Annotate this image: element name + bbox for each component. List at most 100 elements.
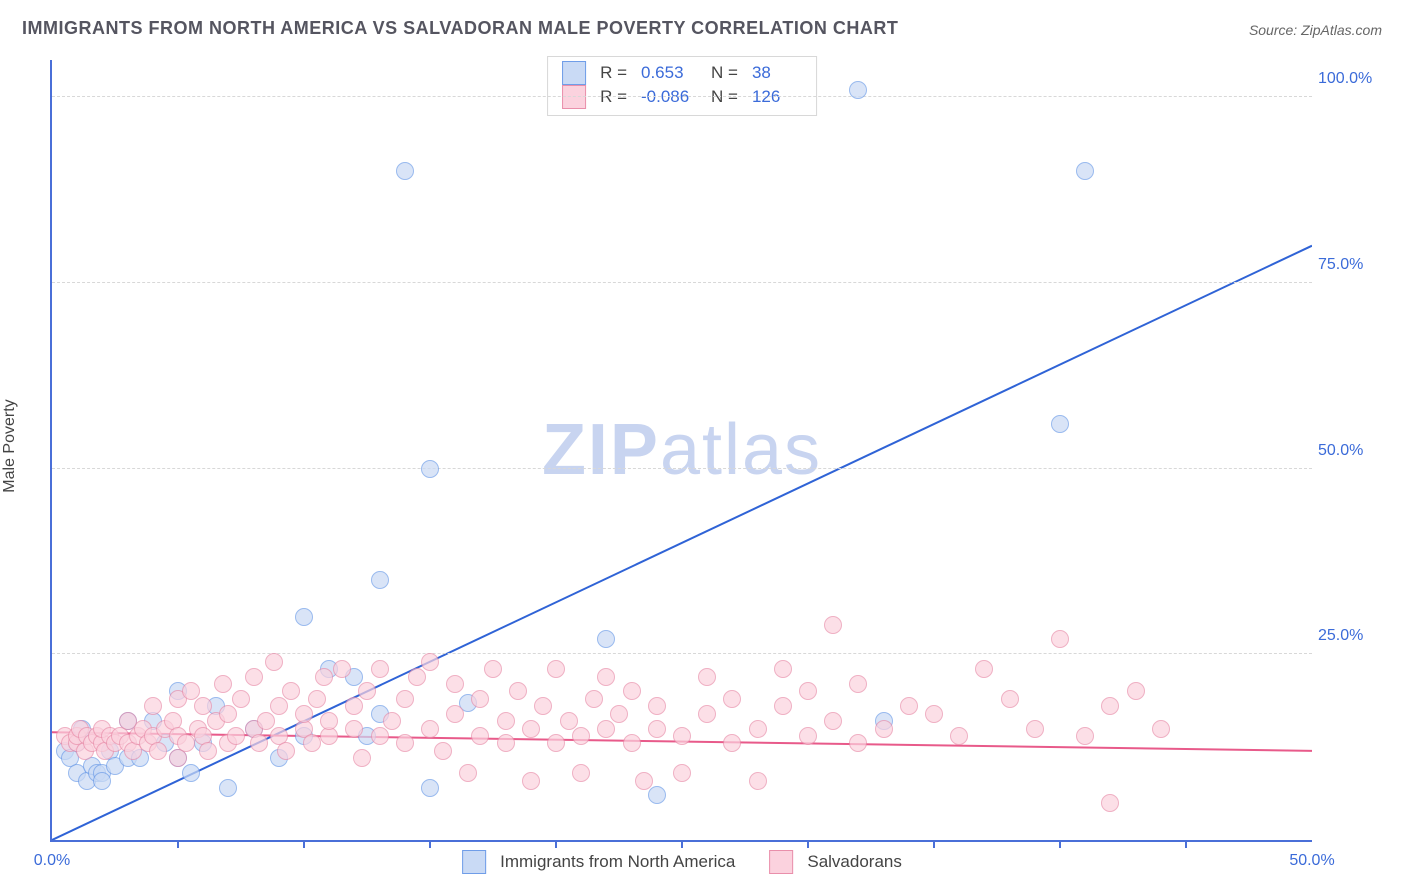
gridline <box>52 282 1312 283</box>
data-point <box>497 712 515 730</box>
x-tick-label: 50.0% <box>1289 852 1334 870</box>
data-point <box>214 675 232 693</box>
legend-n-value: 38 <box>752 61 802 85</box>
data-point <box>610 705 628 723</box>
x-tick-mark <box>807 840 809 848</box>
data-point <box>320 712 338 730</box>
legend-series-label: Salvadorans <box>807 852 902 872</box>
data-point <box>799 727 817 745</box>
data-point <box>648 786 666 804</box>
legend-swatch <box>769 850 793 874</box>
chart-title: IMMIGRANTS FROM NORTH AMERICA VS SALVADO… <box>22 18 898 39</box>
y-tick-label: 100.0% <box>1318 70 1388 88</box>
data-point <box>799 682 817 700</box>
data-point <box>925 705 943 723</box>
data-point <box>345 697 363 715</box>
data-point <box>585 690 603 708</box>
data-point <box>232 690 250 708</box>
y-tick-label: 75.0% <box>1318 256 1388 274</box>
legend-series: Immigrants from North America Salvadorans <box>462 850 902 874</box>
data-point <box>975 660 993 678</box>
data-point <box>295 608 313 626</box>
data-point <box>1026 720 1044 738</box>
data-point <box>421 779 439 797</box>
legend-swatch <box>462 850 486 874</box>
gridline <box>52 653 1312 654</box>
data-point <box>371 727 389 745</box>
legend-series-item: Immigrants from North America <box>462 850 735 874</box>
data-point <box>182 682 200 700</box>
data-point <box>749 720 767 738</box>
data-point <box>849 675 867 693</box>
watermark: ZIPatlas <box>542 409 822 491</box>
data-point <box>219 705 237 723</box>
data-point <box>849 81 867 99</box>
data-point <box>849 734 867 752</box>
y-tick-label: 25.0% <box>1318 627 1388 645</box>
x-tick-mark <box>555 840 557 848</box>
data-point <box>597 720 615 738</box>
data-point <box>484 660 502 678</box>
data-point <box>560 712 578 730</box>
data-point <box>371 571 389 589</box>
x-tick-mark <box>933 840 935 848</box>
data-point <box>547 734 565 752</box>
legend-series-item: Salvadorans <box>769 850 902 874</box>
trend-line <box>52 246 1312 840</box>
y-tick-label: 50.0% <box>1318 442 1388 460</box>
data-point <box>648 697 666 715</box>
data-point <box>353 749 371 767</box>
data-point <box>358 682 376 700</box>
data-point <box>723 690 741 708</box>
data-point <box>333 660 351 678</box>
data-point <box>149 742 167 760</box>
data-point <box>673 764 691 782</box>
data-point <box>303 734 321 752</box>
data-point <box>824 712 842 730</box>
data-point <box>245 668 263 686</box>
x-tick-mark <box>681 840 683 848</box>
data-point <box>597 630 615 648</box>
data-point <box>623 734 641 752</box>
data-point <box>673 727 691 745</box>
data-point <box>522 772 540 790</box>
x-tick-mark <box>1185 840 1187 848</box>
data-point <box>1051 630 1069 648</box>
data-point <box>270 697 288 715</box>
source-credit: Source: ZipAtlas.com <box>1249 22 1382 38</box>
data-point <box>635 772 653 790</box>
gridline <box>52 468 1312 469</box>
data-point <box>421 653 439 671</box>
data-point <box>522 720 540 738</box>
data-point <box>345 720 363 738</box>
legend-stats-row: R =0.653N =38 <box>562 61 802 85</box>
x-tick-mark <box>303 840 305 848</box>
data-point <box>1101 697 1119 715</box>
data-point <box>749 772 767 790</box>
data-point <box>177 734 195 752</box>
y-axis-label: Male Poverty <box>1 399 19 492</box>
data-point <box>219 779 237 797</box>
legend-stats: R =0.653N =38R =-0.086N =126 <box>547 56 817 116</box>
data-point <box>315 668 333 686</box>
data-point <box>257 712 275 730</box>
legend-n-label: N = <box>711 61 738 85</box>
x-tick-mark <box>429 840 431 848</box>
data-point <box>572 764 590 782</box>
data-point <box>1127 682 1145 700</box>
data-point <box>547 660 565 678</box>
data-point <box>383 712 401 730</box>
data-point <box>471 690 489 708</box>
data-point <box>446 675 464 693</box>
x-tick-label: 0.0% <box>34 852 70 870</box>
legend-r-value: 0.653 <box>641 61 691 85</box>
data-point <box>534 697 552 715</box>
data-point <box>824 616 842 634</box>
data-point <box>459 764 477 782</box>
data-point <box>250 734 268 752</box>
data-point <box>1001 690 1019 708</box>
trend-lines-layer <box>52 60 1312 840</box>
data-point <box>509 682 527 700</box>
data-point <box>446 705 464 723</box>
data-point <box>900 697 918 715</box>
